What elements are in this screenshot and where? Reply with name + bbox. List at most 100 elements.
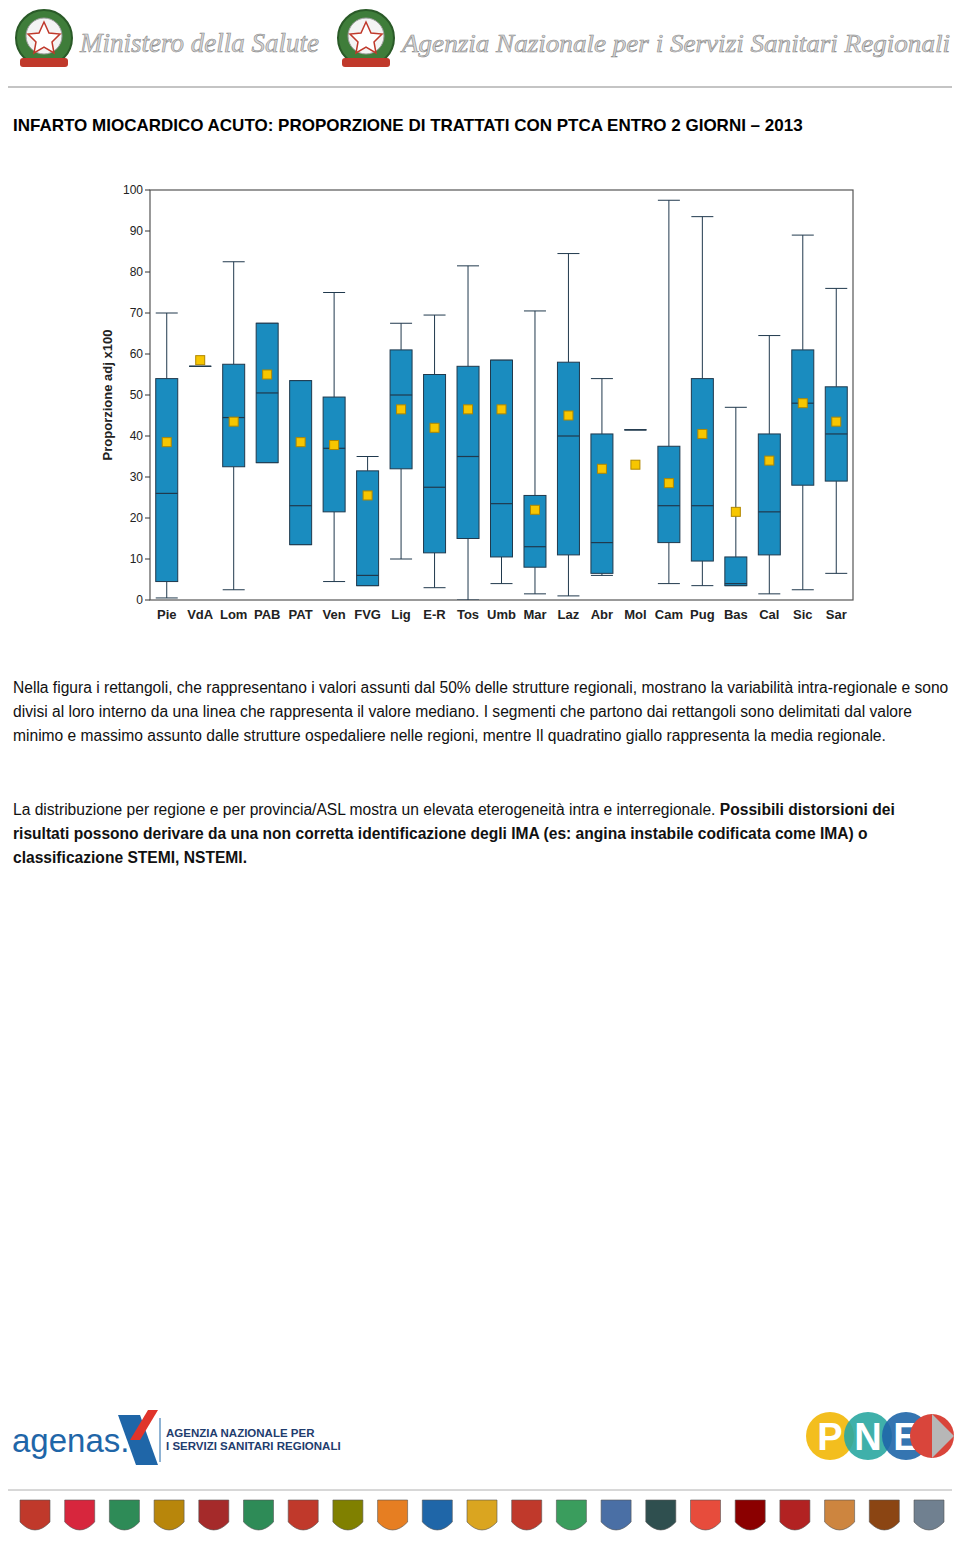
box-group [156,313,178,598]
y-tick [145,477,150,478]
max-cap [323,292,345,293]
emblem-star [350,22,382,53]
box [189,366,211,367]
max-cap [658,200,680,201]
mean-marker [263,370,272,379]
median-line [424,487,446,488]
mean-marker [798,399,807,408]
x-tick-label: Umb [487,607,516,622]
box-group [524,311,546,594]
regional-emblem [199,1500,229,1530]
box [357,471,379,586]
regional-emblem [825,1500,855,1530]
box-group [223,262,245,590]
upper-whisker [534,311,535,496]
min-cap [658,583,680,584]
mean-marker [330,441,339,450]
emblem-ribbon [20,58,68,67]
max-cap [156,313,178,314]
regional-emblem [378,1500,408,1530]
upper-whisker [401,323,402,350]
regional-emblem [601,1500,631,1530]
box-group [624,430,646,469]
max-cap [725,407,747,408]
lower-whisker [233,467,234,590]
header-rule [8,86,952,88]
pne-mark [932,1414,954,1458]
x-tick-label: Ven [323,607,346,622]
box [825,387,847,481]
paragraph: Nella figura i rettangoli, che rappresen… [13,676,951,748]
emblem-wheel [348,18,384,54]
agenas-divider [160,1418,161,1462]
regional-emblem [780,1500,810,1530]
upper-whisker [802,235,803,350]
header-ministry: Ministero della Salute [79,28,319,58]
mean-marker [597,464,606,473]
chart: 0102030405060708090100Proporzione adj x1… [100,183,853,622]
x-tick-label: Cam [655,607,683,622]
median-line [156,493,178,494]
regional-emblem [20,1500,50,1530]
footer: agenas.AGENZIA NAZIONALE PERI SERVIZI SA… [8,1410,954,1530]
min-cap [424,587,446,588]
box-group [256,323,278,462]
min-cap [223,589,245,590]
emblem-wreath [338,10,394,66]
max-cap [557,253,579,254]
y-tick [145,272,150,273]
emblem-star [28,22,60,53]
footer-rule [8,1490,952,1491]
mean-marker [196,356,205,365]
x-tick-label: E-R [423,607,446,622]
y-tick [145,354,150,355]
x-tick-label: Mol [624,607,646,622]
x-tick-label: PAT [289,607,313,622]
y-axis-label: Proporzione adj x100 [100,330,115,461]
y-tick [145,190,150,191]
box-group [792,235,814,590]
mean-marker [564,411,573,420]
upper-whisker [334,293,335,398]
upper-whisker [434,315,435,374]
median-line [624,429,646,430]
boxes [156,200,848,600]
upper-whisker [468,266,469,366]
upper-whisker [769,336,770,434]
mean-marker [664,479,673,488]
min-cap [624,429,646,430]
mean-marker [397,405,406,414]
min-cap [691,585,713,586]
y-tick [145,518,150,519]
lower-whisker [334,512,335,582]
mean-marker [363,491,372,500]
upper-whisker [568,254,569,363]
min-cap [825,573,847,574]
box-group [691,217,713,586]
box-group [591,379,613,576]
plot-frame [150,190,853,600]
x-tick-label: Abr [591,607,613,622]
box [624,429,646,430]
y-tick-label: 80 [130,265,144,279]
pne-letter: P [817,1416,842,1458]
box [591,434,613,573]
lower-whisker [568,555,569,596]
box-group [424,315,446,588]
regional-emblem [109,1500,139,1530]
page-graphics: Ministero della SaluteAgenzia Nazionale … [0,0,960,1541]
x-tick-label: Pug [690,607,715,622]
y-tick-label: 90 [130,224,144,238]
box-group [457,266,479,600]
y-tick-label: 100 [123,183,143,197]
x-tick-label: FVG [354,607,381,622]
min-cap [390,559,412,560]
min-cap [557,595,579,596]
regional-emblem [914,1500,944,1530]
mean-marker [497,405,506,414]
upper-whisker [735,407,736,557]
median-line [491,503,513,504]
box-group [189,356,211,367]
regional-emblem [65,1500,95,1530]
mean-marker [530,505,539,514]
